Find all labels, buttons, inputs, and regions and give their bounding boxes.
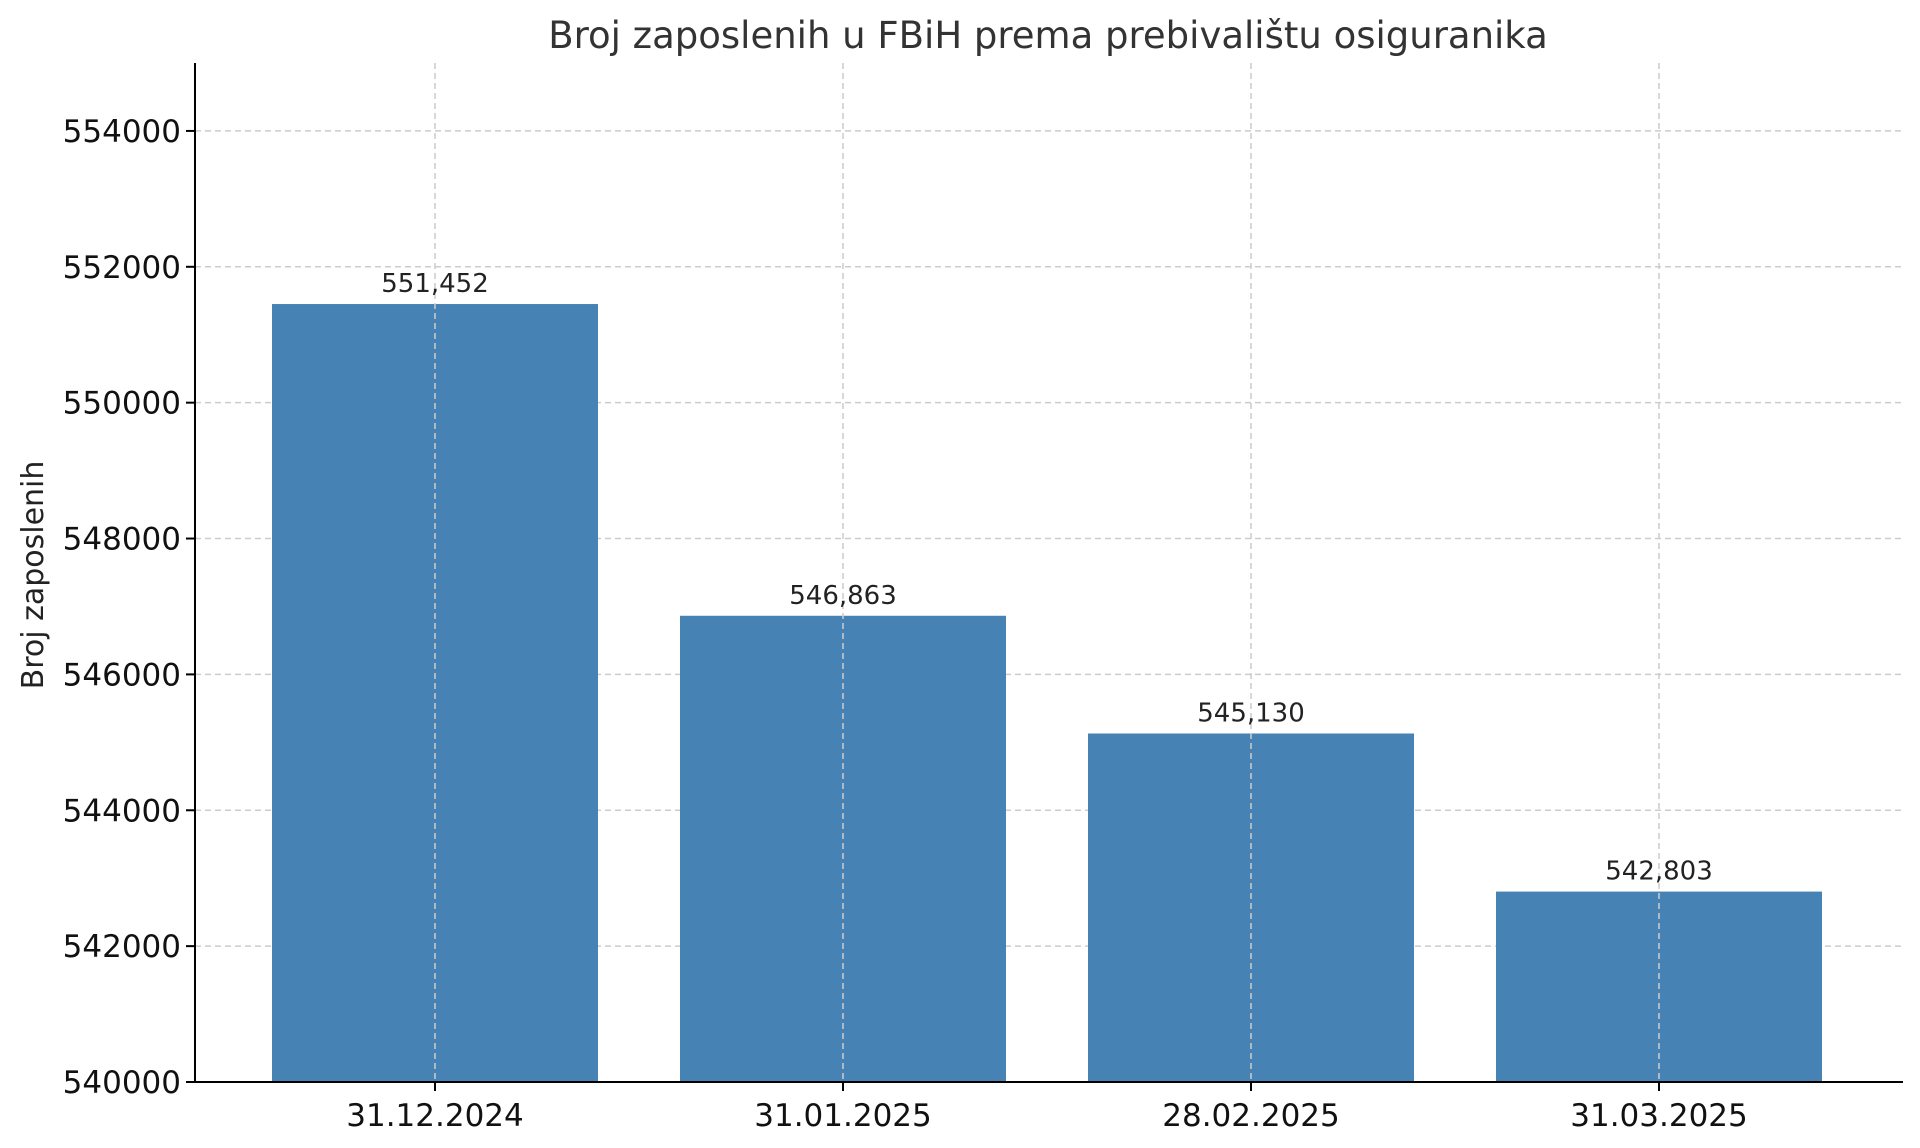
y-tick-label: 554000 bbox=[63, 114, 181, 150]
bar-value-label: 545,130 bbox=[1197, 699, 1305, 729]
y-tick-label: 544000 bbox=[63, 793, 181, 829]
y-tick-label: 552000 bbox=[63, 250, 181, 286]
y-tick-label: 548000 bbox=[63, 522, 181, 558]
y-tick-label: 546000 bbox=[63, 657, 181, 693]
x-tick-label: 31.12.2024 bbox=[346, 1098, 524, 1134]
bar-value-label: 542,803 bbox=[1605, 857, 1713, 887]
axes bbox=[194, 63, 1903, 1083]
value-labels: 551,452 546,863 545,130 542,803 bbox=[381, 63, 1713, 1082]
y-tick-label: 540000 bbox=[63, 1065, 181, 1101]
x-axis-ticks: 31.12.2024 31.01.2025 28.02.2025 31.03.2025 bbox=[346, 1082, 1748, 1134]
bars bbox=[272, 304, 1822, 1082]
x-tick-label: 31.03.2025 bbox=[1570, 1098, 1748, 1134]
bar-value-label: 546,863 bbox=[789, 581, 897, 611]
y-tick-label: 542000 bbox=[63, 929, 181, 965]
bar-value-label: 551,452 bbox=[381, 269, 489, 299]
x-tick-label: 28.02.2025 bbox=[1162, 1098, 1340, 1134]
y-axis-label: Broj zaposlenih bbox=[16, 461, 51, 690]
y-tick-label: 550000 bbox=[63, 386, 181, 422]
y-axis-ticks: 540000 542000 544000 546000 548000 550000 5520… bbox=[63, 114, 195, 1101]
x-tick-label: 31.01.2025 bbox=[754, 1098, 932, 1134]
chart-title: Broj zaposlenih u FBiH prema prebivališt… bbox=[548, 14, 1548, 57]
